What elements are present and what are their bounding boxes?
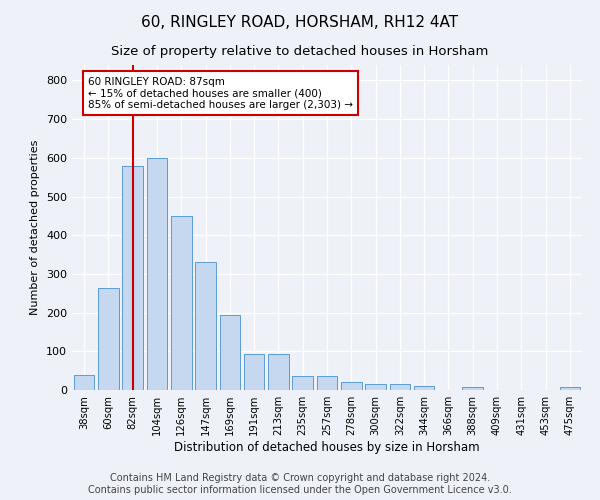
Text: 60, RINGLEY ROAD, HORSHAM, RH12 4AT: 60, RINGLEY ROAD, HORSHAM, RH12 4AT bbox=[142, 15, 458, 30]
X-axis label: Distribution of detached houses by size in Horsham: Distribution of detached houses by size … bbox=[174, 441, 480, 454]
Text: 60 RINGLEY ROAD: 87sqm
← 15% of detached houses are smaller (400)
85% of semi-de: 60 RINGLEY ROAD: 87sqm ← 15% of detached… bbox=[88, 76, 353, 110]
Text: Contains HM Land Registry data © Crown copyright and database right 2024.
Contai: Contains HM Land Registry data © Crown c… bbox=[88, 474, 512, 495]
Bar bbox=[414, 386, 434, 390]
Bar bbox=[560, 388, 580, 390]
Y-axis label: Number of detached properties: Number of detached properties bbox=[31, 140, 40, 315]
Bar bbox=[317, 376, 337, 390]
Bar bbox=[244, 354, 265, 390]
Bar bbox=[292, 376, 313, 390]
Bar bbox=[341, 382, 362, 390]
Bar bbox=[268, 354, 289, 390]
Bar bbox=[389, 384, 410, 390]
Bar bbox=[220, 316, 240, 390]
Bar bbox=[195, 262, 216, 390]
Bar bbox=[365, 384, 386, 390]
Bar bbox=[74, 376, 94, 390]
Text: Size of property relative to detached houses in Horsham: Size of property relative to detached ho… bbox=[112, 45, 488, 58]
Bar bbox=[463, 387, 483, 390]
Bar bbox=[122, 166, 143, 390]
Bar bbox=[171, 216, 191, 390]
Bar bbox=[146, 158, 167, 390]
Bar bbox=[98, 288, 119, 390]
